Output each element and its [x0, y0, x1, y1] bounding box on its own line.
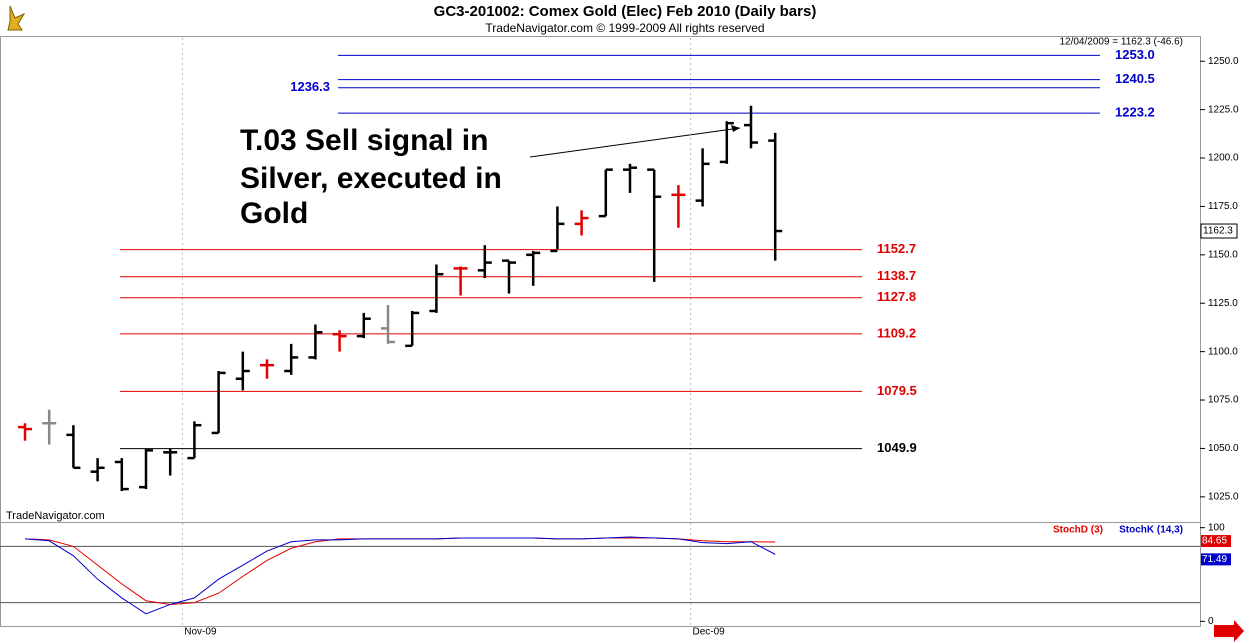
price-header: 12/04/2009 = 1162.3 (-46.6) — [1059, 37, 1183, 48]
y-tick-label: 1225.0 — [1208, 104, 1239, 115]
scroll-arrow[interactable] — [1214, 620, 1244, 642]
annotation-arrow — [529, 127, 741, 158]
chart-subtitle: TradeNavigator.com © 1999-2009 All right… — [485, 21, 764, 35]
chart-title: GC3-201002: Comex Gold (Elec) Feb 2010 (… — [434, 3, 817, 20]
level-label: 1127.8 — [877, 289, 916, 304]
legend-entry: StochK (14,3) — [1119, 525, 1183, 536]
watermark: TradeNavigator.com — [6, 510, 105, 522]
level-label: 1109.2 — [877, 325, 916, 340]
y-tick-label: 1100.0 — [1208, 346, 1238, 357]
y-tick-label: 1025.0 — [1208, 491, 1239, 502]
level-label: 1079.5 — [877, 383, 917, 398]
last-price-label: 1162.3 — [1203, 226, 1233, 237]
logo-icon — [7, 5, 26, 31]
last-value-label: 84.65 — [1202, 536, 1227, 547]
y-tick-label: 1250.0 — [1208, 56, 1239, 67]
y-tick-label: 1200.0 — [1208, 153, 1239, 164]
legend-entry: StochD (3) — [1053, 525, 1103, 536]
last-value-label: 71.49 — [1202, 554, 1227, 565]
y-tick-label: 1125.0 — [1208, 298, 1238, 309]
y-tick-label: 1050.0 — [1208, 443, 1239, 454]
annotation-line: T.03 Sell signal in — [240, 124, 488, 157]
level-label: 1223.2 — [1115, 105, 1155, 120]
y-tick-label: 1075.0 — [1208, 395, 1239, 406]
annotation-arrowhead — [731, 125, 740, 132]
x-tick-label: Nov-09 — [184, 627, 217, 638]
y-tick-label: 1150.0 — [1208, 249, 1238, 260]
level-label: 1152.7 — [877, 241, 916, 256]
last-value-box — [1201, 553, 1231, 566]
last-price-box — [1200, 223, 1238, 239]
y-tick-label: 0 — [1208, 616, 1214, 627]
annotation-line: Silver, executed in — [240, 162, 502, 195]
stoch-panel-frame — [0, 522, 1201, 627]
level-label: 1138.7 — [877, 268, 916, 283]
annotation-line: Gold — [240, 197, 308, 230]
level-label: 1253.0 — [1115, 47, 1155, 62]
y-tick-label: 100 — [1208, 522, 1225, 533]
x-tick-label: Dec-09 — [692, 627, 725, 638]
level-label: 1240.5 — [1115, 71, 1155, 86]
y-tick-label: 1175.0 — [1208, 201, 1238, 212]
annotation: T.03 Sell signal in Silver, executed in … — [240, 124, 502, 230]
last-value-box — [1201, 535, 1231, 548]
level-label: 1049.9 — [877, 440, 917, 455]
level-label: 1236.3 — [290, 79, 330, 94]
stoch-line — [24, 536, 776, 615]
